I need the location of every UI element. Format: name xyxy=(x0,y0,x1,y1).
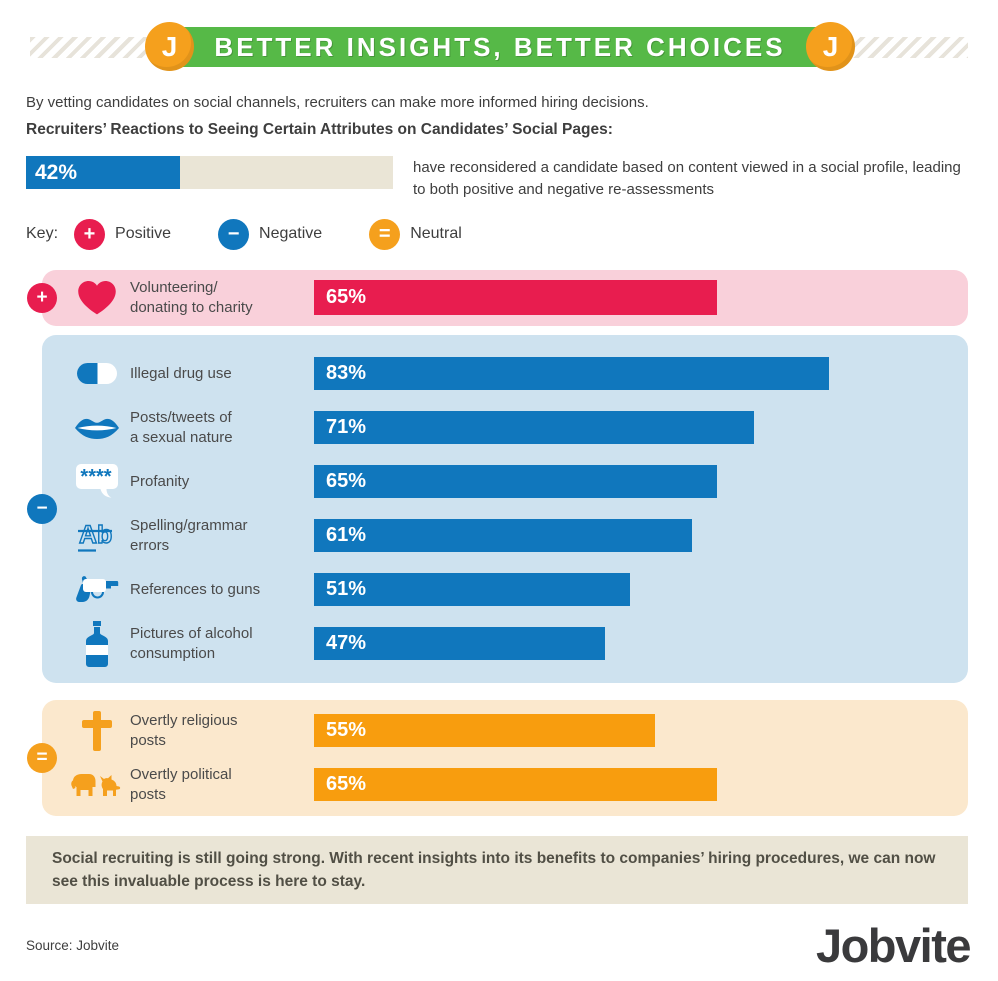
bar-political: 65% xyxy=(314,768,717,801)
bar-religious: 55% xyxy=(314,714,655,747)
legend-label: Key: xyxy=(26,225,59,242)
row-label: Pictures of alcohol consumption xyxy=(130,625,253,662)
row-label: Posts/tweets of a sexual nature xyxy=(130,409,233,446)
stat-bar: 42% xyxy=(26,156,181,189)
bar-track: 71% xyxy=(314,411,934,444)
panel-neutral: = Overtly religious posts 55% xyxy=(27,699,968,816)
header: J BETTER INSIGHTS, BETTER CHOICES J xyxy=(0,0,998,86)
chart-heading: Recruiters’ Reactions to Seeing Certain … xyxy=(26,121,613,138)
row-label: Overtly political posts xyxy=(130,766,232,803)
bar-guns: 51% xyxy=(314,573,631,606)
bar-track: 61% xyxy=(314,519,934,552)
panel-positive: + Volunteering/ donating to charity 65% xyxy=(27,269,968,326)
bar-spelling: 61% xyxy=(314,519,693,552)
bar-track: 65% xyxy=(314,465,934,498)
bar-volunteering: 65% xyxy=(314,280,717,315)
hatch-stripes-right xyxy=(846,37,968,58)
svg-text:****: **** xyxy=(80,466,111,488)
spelling-grammar-icon: Ab xyxy=(68,517,126,555)
conclusion-banner: Social recruiting is still going strong.… xyxy=(26,835,968,904)
chart-row-guns: References to guns 51% xyxy=(42,563,968,617)
legend: Key: + Positive − Negative = Neutral xyxy=(26,218,972,250)
title-banner: J BETTER INSIGHTS, BETTER CHOICES J xyxy=(145,22,855,71)
legend-item-positive: + Positive xyxy=(74,218,172,250)
legend-item-label: Neutral xyxy=(410,225,462,242)
bar-track: 55% xyxy=(314,714,934,747)
heart-icon xyxy=(68,280,126,315)
plus-badge-icon: + xyxy=(27,282,57,313)
political-icon xyxy=(68,771,126,799)
stat-bar-track: 42% xyxy=(26,156,393,189)
bar-track: 65% xyxy=(314,768,934,801)
chart-row-profanity: **** Profanity 65% xyxy=(42,455,968,509)
equals-icon: = xyxy=(369,218,401,250)
speech-bubble-icon: **** xyxy=(68,464,126,499)
bar-sexual-posts: 71% xyxy=(314,411,755,444)
plus-icon: + xyxy=(74,218,106,250)
cross-icon xyxy=(68,710,126,751)
chart-row-religious: Overtly religious posts 55% xyxy=(42,704,968,758)
legend-item-neutral: = Neutral xyxy=(369,218,462,250)
jobvite-j-icon: J xyxy=(806,22,855,71)
row-label: Volunteering/ donating to charity xyxy=(130,279,253,316)
stat-description: have reconsidered a candidate based on c… xyxy=(413,159,961,198)
intro-text: By vetting candidates on social channels… xyxy=(26,94,649,111)
lips-icon xyxy=(68,415,126,441)
bar-track: 51% xyxy=(314,573,934,606)
gun-icon xyxy=(68,575,126,605)
row-label: Spelling/grammar errors xyxy=(130,517,248,554)
chart-row-political: Overtly political posts 65% xyxy=(42,758,968,812)
chart-row-spelling: Ab Spelling/grammar errors 61% xyxy=(42,509,968,563)
source-credit: Source: Jobvite xyxy=(26,938,120,953)
jobvite-j-icon: J xyxy=(145,22,194,71)
minus-badge-icon: − xyxy=(27,493,57,524)
equals-badge-icon: = xyxy=(27,742,57,773)
panel-negative: − Illegal drug use 83% Posts/tweets of a xyxy=(27,334,968,683)
page-title: BETTER INSIGHTS, BETTER CHOICES xyxy=(214,32,786,62)
chart-row-sexual-posts: Posts/tweets of a sexual nature 71% xyxy=(42,401,968,455)
hatch-stripes-left xyxy=(30,37,166,58)
chart-row-alcohol: Pictures of alcohol consumption 47% xyxy=(42,617,968,671)
row-label: References to guns xyxy=(130,580,261,598)
stat-callout: 42% have reconsidered a candidate based … xyxy=(26,156,970,201)
pill-icon xyxy=(68,363,126,384)
legend-item-label: Positive xyxy=(115,225,172,242)
bar-drugs: 83% xyxy=(314,357,829,390)
bar-profanity: 65% xyxy=(314,465,717,498)
footer: Source: Jobvite Jobvite xyxy=(26,918,972,973)
row-label: Profanity xyxy=(130,472,190,490)
bar-track: 65% xyxy=(314,280,934,315)
svg-text:Ab: Ab xyxy=(79,521,112,549)
minus-icon: − xyxy=(218,218,250,250)
intro-block: By vetting candidates on social channels… xyxy=(26,94,970,139)
bar-track: 83% xyxy=(314,357,934,390)
jobvite-logo: Jobvite xyxy=(815,919,972,972)
row-label: Illegal drug use xyxy=(130,364,232,382)
row-label: Overtly religious posts xyxy=(130,712,238,749)
chart-row-drugs: Illegal drug use 83% xyxy=(42,347,968,401)
bar-alcohol: 47% xyxy=(314,627,606,660)
bar-track: 47% xyxy=(314,627,934,660)
legend-item-negative: − Negative xyxy=(218,218,323,250)
legend-item-label: Negative xyxy=(259,225,323,242)
bottle-icon xyxy=(68,620,126,667)
chart-row-volunteering: Volunteering/ donating to charity 65% xyxy=(42,271,968,325)
